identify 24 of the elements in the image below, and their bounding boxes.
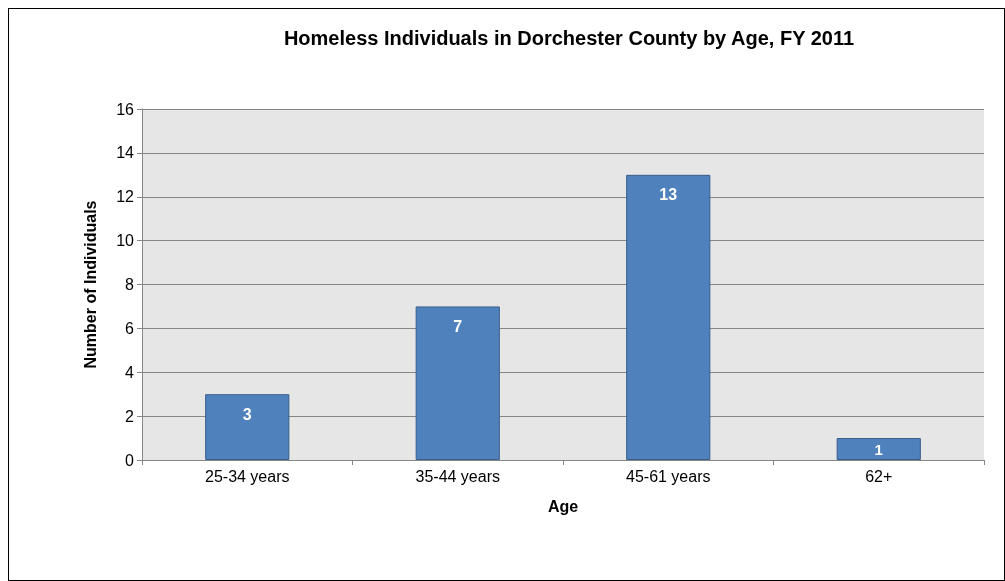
x-tick-label: 62+ [865, 467, 893, 485]
y-tick-label: 0 [125, 451, 135, 469]
data-label: 3 [242, 405, 252, 423]
y-tick-label: 14 [116, 144, 135, 162]
y-tick-label: 8 [125, 276, 135, 293]
data-label: 13 [659, 186, 678, 204]
bar [626, 174, 711, 460]
y-tick-label: 4 [125, 363, 135, 381]
chart-title: Homeless Individuals in Dorchester County by Age, FY 2011 [283, 27, 855, 49]
data-label: 1 [874, 440, 883, 458]
y-tick-label: 10 [116, 232, 135, 250]
x-tick-label: 45-61 years [626, 467, 711, 485]
y-tick-label: 6 [125, 319, 135, 337]
x-axis-title: Age [547, 497, 579, 515]
y-axis-title: Number of Individuals [81, 200, 99, 369]
y-tick-label: 16 [116, 100, 135, 118]
bar [836, 438, 921, 460]
x-tick-label: 35-44 years [415, 467, 500, 485]
y-tick-label: 2 [125, 407, 135, 425]
bar [415, 306, 500, 460]
y-tick-label: 12 [116, 188, 135, 206]
data-label: 7 [453, 317, 463, 335]
bar [205, 394, 290, 460]
x-tick-label: 25-34 years [205, 467, 290, 485]
